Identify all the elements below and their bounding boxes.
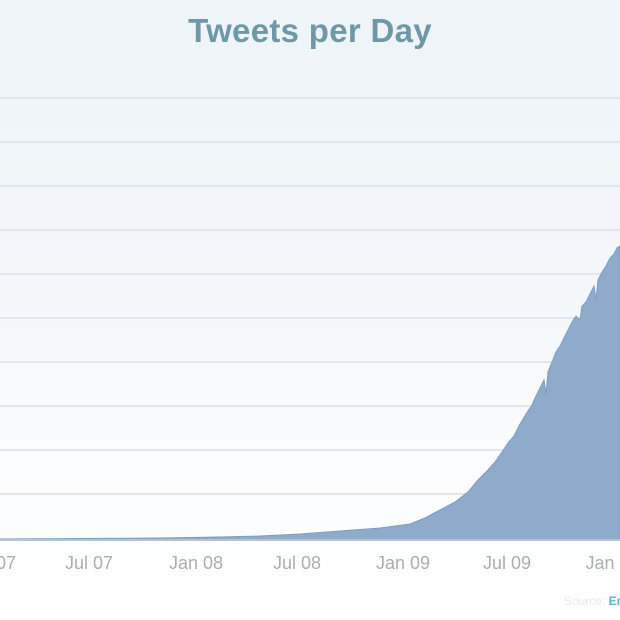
chart-title: Tweets per Day: [188, 12, 432, 49]
x-tick-label: Jul 08: [272, 553, 322, 573]
tweets-area-series: [0, 245, 620, 541]
x-tick-label: Jul 07: [64, 553, 114, 573]
source-credit: Source: En: [564, 594, 620, 608]
x-tick-label: Jan 09: [375, 553, 431, 573]
x-tick-label: Jan: [585, 553, 615, 573]
source-brand: En: [608, 594, 620, 608]
x-tick-label: Jul 09: [482, 553, 532, 573]
source-label: Source:: [563, 594, 606, 608]
x-tick-label: Jan 08: [168, 553, 224, 573]
x-tick-label: 07: [0, 553, 17, 573]
